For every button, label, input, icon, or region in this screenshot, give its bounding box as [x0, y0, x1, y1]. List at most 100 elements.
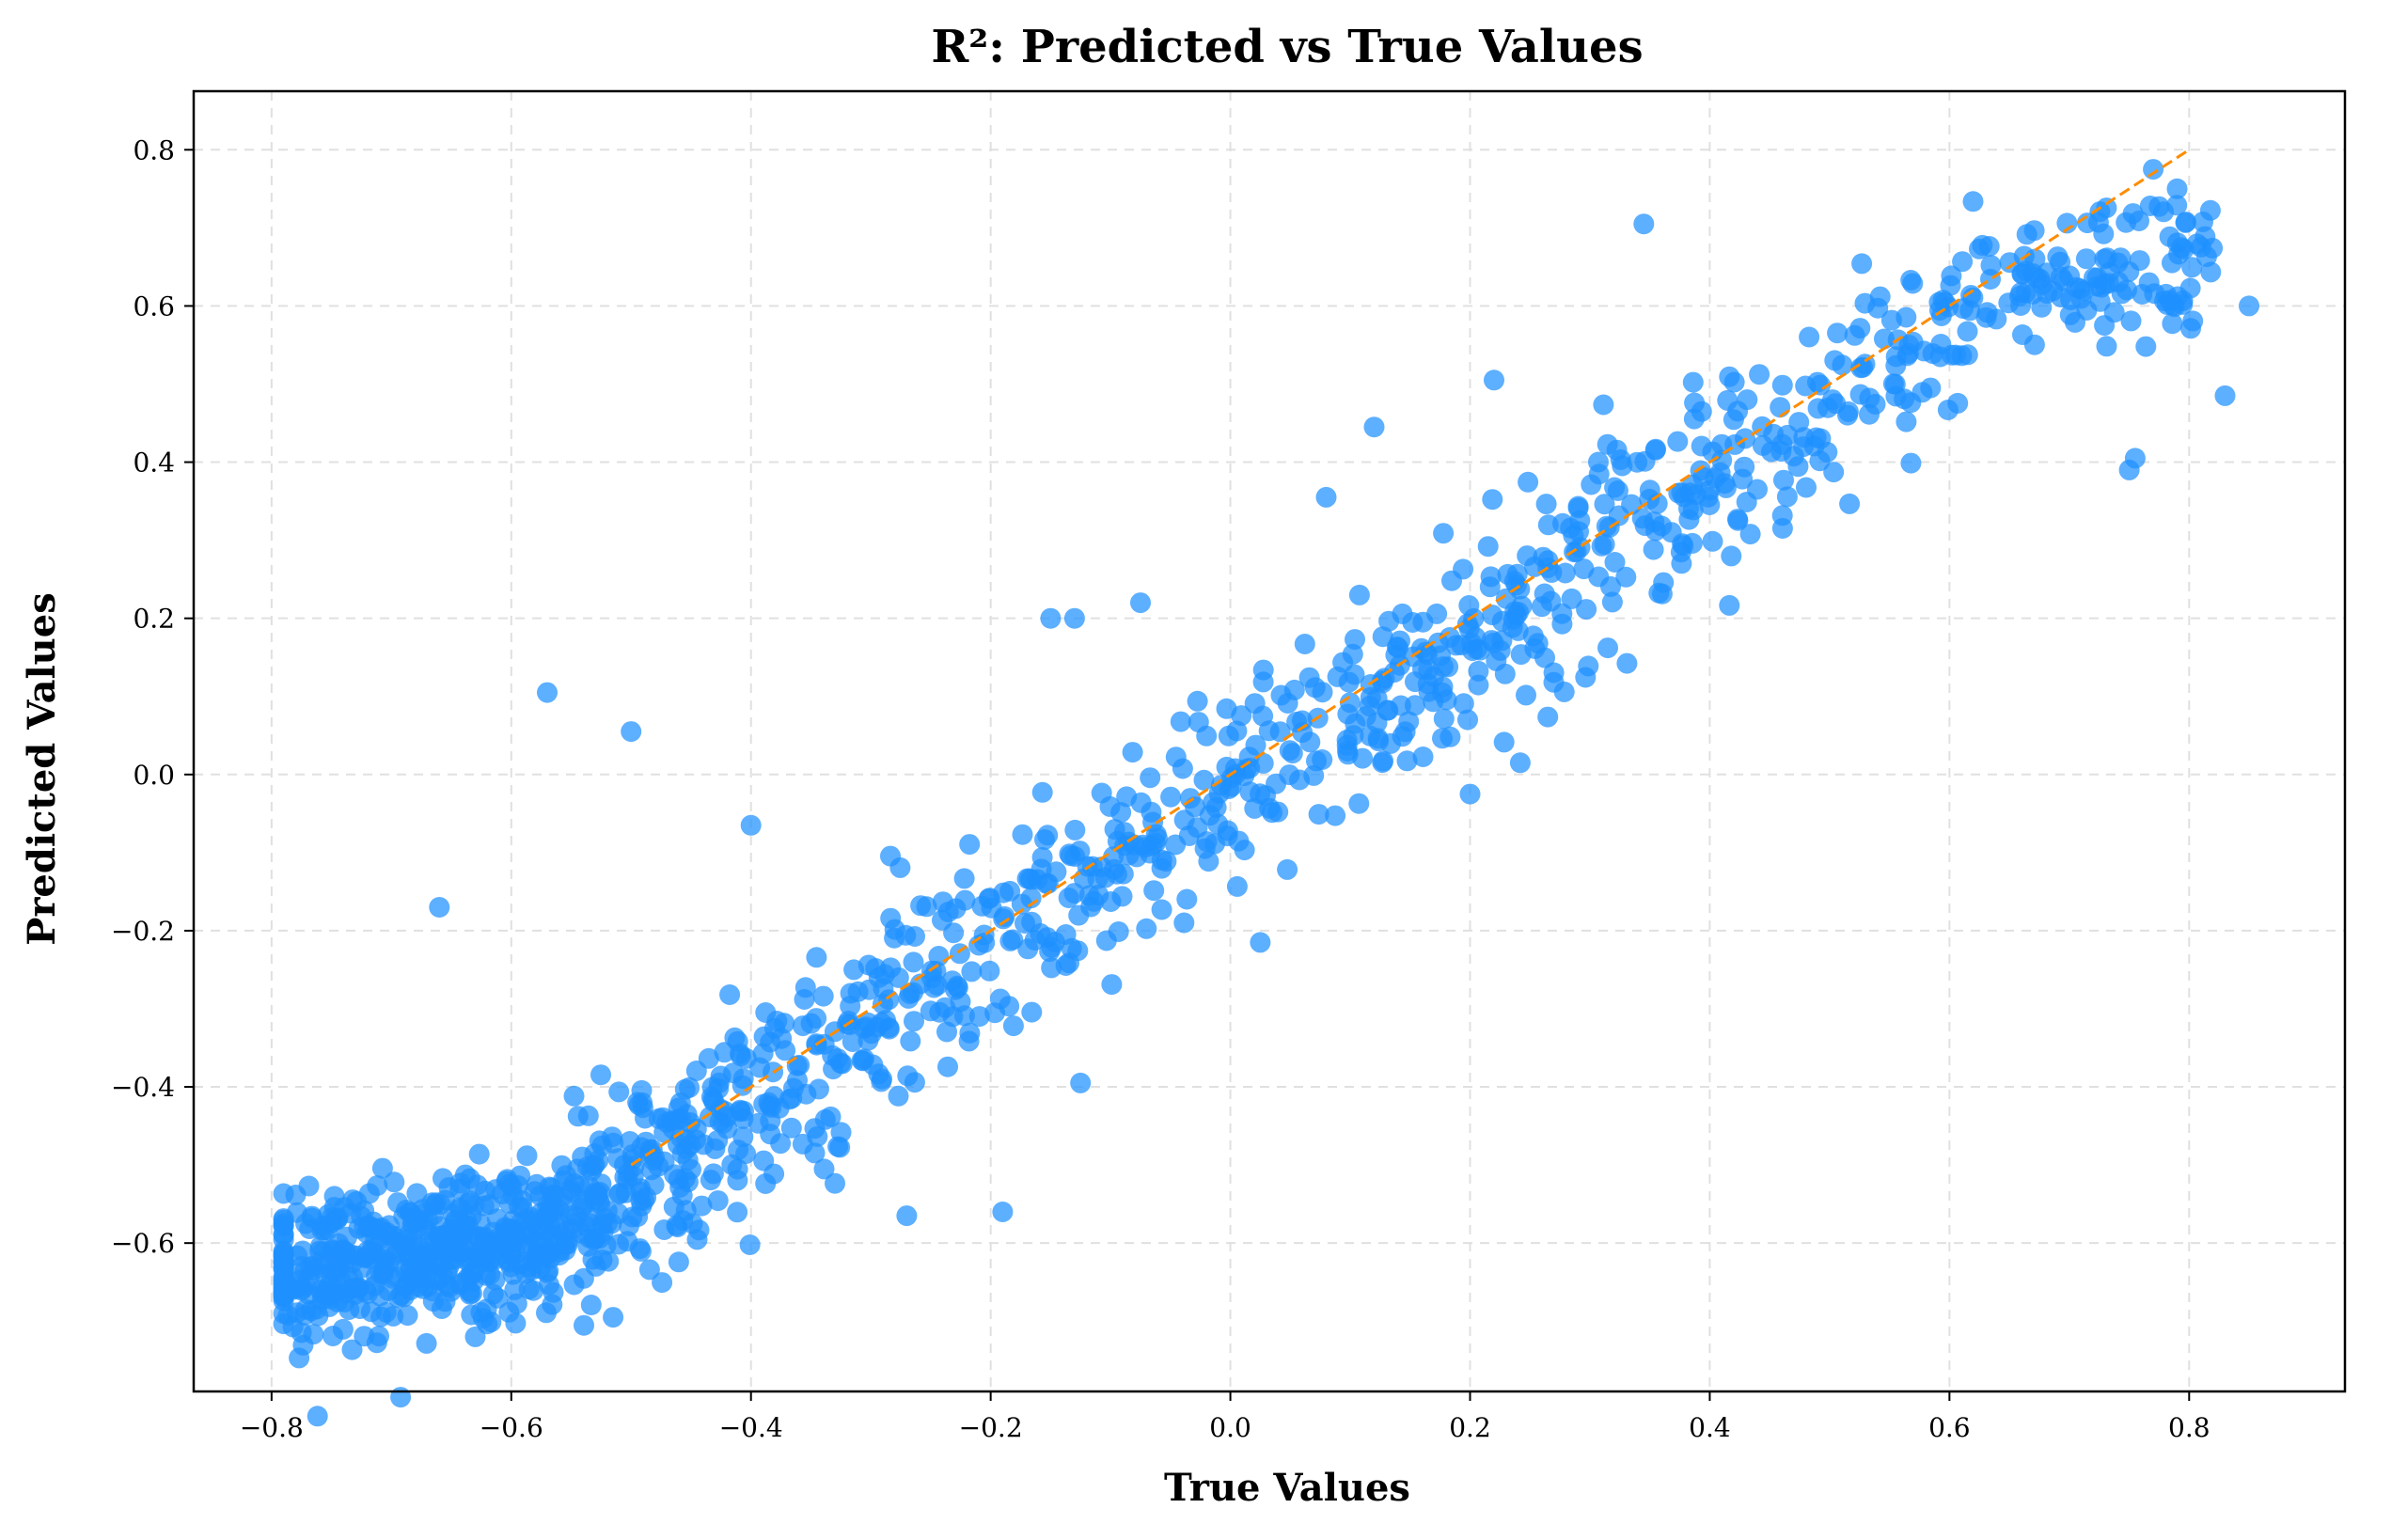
scatter-point [1522, 625, 1544, 647]
scatter-point [608, 1234, 629, 1255]
y-tick-label: −0.6 [111, 1228, 175, 1259]
scatter-point [1639, 479, 1660, 501]
scatter-point [735, 1143, 757, 1165]
scatter-point [1732, 468, 1754, 490]
scatter-point [1372, 672, 1393, 694]
scatter-point [1980, 255, 2002, 276]
scatter-point [1373, 750, 1394, 772]
scatter-point [1068, 904, 1090, 926]
scatter-point [2094, 274, 2116, 295]
scatter-point [1644, 511, 1665, 533]
scatter-point [1426, 603, 1448, 624]
scatter-point [1517, 545, 1538, 567]
scatter-point [804, 1118, 826, 1139]
scatter-point [390, 1284, 412, 1306]
scatter-point [1143, 880, 1165, 902]
scatter-point [2047, 246, 2069, 268]
scatter-point [2120, 310, 2142, 332]
scatter-point [384, 1171, 405, 1193]
scatter-point [897, 1065, 919, 1087]
scatter-point [1896, 411, 1917, 432]
scatter-point [774, 1013, 795, 1034]
scatter-point [1565, 541, 1587, 562]
scatter-point [2107, 252, 2129, 274]
scatter-point [2135, 336, 2157, 357]
scatter-point [1643, 539, 1664, 560]
scatter-point [348, 1218, 370, 1239]
scatter-point [451, 1242, 473, 1264]
scatter-point [311, 1216, 333, 1237]
y-tick-label: 0.8 [133, 134, 175, 165]
scatter-point [880, 957, 902, 979]
scatter-point [1179, 788, 1201, 809]
scatter-point [812, 985, 834, 1007]
scatter-point [425, 1192, 447, 1214]
scatter-point [668, 1251, 689, 1273]
scatter-point [516, 1145, 538, 1167]
scatter-point [880, 907, 902, 929]
scatter-point [1377, 699, 1399, 721]
scatter-point [1493, 731, 1515, 753]
x-tick-label: 0.6 [1928, 1412, 1971, 1443]
scatter-point [2103, 302, 2125, 323]
scatter-point [1067, 940, 1089, 962]
scatter-point [1615, 566, 1637, 588]
scatter-point [1588, 566, 1610, 588]
scatter-point [719, 984, 741, 1005]
scatter-point [1136, 918, 1157, 939]
scatter-point [959, 1022, 981, 1044]
scatter-point [301, 1300, 323, 1322]
scatter-point [1535, 494, 1557, 515]
scatter-point [1151, 899, 1172, 920]
scatter-point [357, 1240, 378, 1262]
scatter-point [1459, 783, 1481, 805]
scatter-point [273, 1183, 294, 1204]
scatter-point [309, 1280, 331, 1301]
scatter-point [395, 1229, 416, 1250]
scatter-point [1040, 607, 1062, 629]
scatter-point [433, 1168, 453, 1189]
scatter-point [1998, 292, 2020, 314]
scatter-point [999, 930, 1021, 951]
scatter-point [480, 1312, 502, 1333]
scatter-point [900, 1030, 921, 1052]
scatter-point [1015, 913, 1035, 934]
scatter-point [1091, 782, 1112, 804]
scatter-point [1315, 486, 1337, 508]
scatter-point [1130, 592, 1151, 614]
scatter-point [621, 721, 642, 743]
scatter-point [1972, 234, 1993, 256]
y-tick-label: −0.4 [111, 1072, 175, 1103]
scatter-point [1945, 344, 1967, 366]
x-tick-label: −0.6 [480, 1412, 543, 1443]
scatter-point [1104, 819, 1125, 841]
scatter-point [2056, 212, 2078, 234]
scatter-point [1691, 401, 1712, 422]
scatter-point [496, 1249, 518, 1271]
scatter-point [1667, 431, 1689, 452]
x-tick-label: 0.2 [1449, 1412, 1491, 1443]
scatter-point [2193, 212, 2213, 232]
scatter-point [806, 947, 827, 968]
scatter-point [327, 1257, 349, 1279]
scatter-point [591, 1214, 613, 1235]
scatter-point [1348, 584, 1370, 605]
scatter-point [989, 988, 1011, 1010]
scatter-point [653, 1122, 675, 1143]
scatter-point [1796, 477, 1817, 498]
scatter-point [1390, 630, 1410, 652]
scatter-point [1727, 510, 1749, 531]
scatter-point [1245, 734, 1266, 756]
scatter-point [506, 1293, 527, 1314]
scatter-point [1250, 932, 1271, 953]
scatter-point [721, 1154, 743, 1175]
scatter-point [1900, 452, 1922, 474]
scatter-point [499, 1193, 520, 1215]
scatter-point [603, 1307, 624, 1328]
scatter-point [675, 1200, 697, 1221]
scatter-point [2162, 313, 2183, 335]
scatter-point [1030, 858, 1052, 880]
scatter-point [2143, 159, 2164, 181]
scatter-point [338, 1299, 360, 1320]
scatter-point [1551, 603, 1573, 624]
